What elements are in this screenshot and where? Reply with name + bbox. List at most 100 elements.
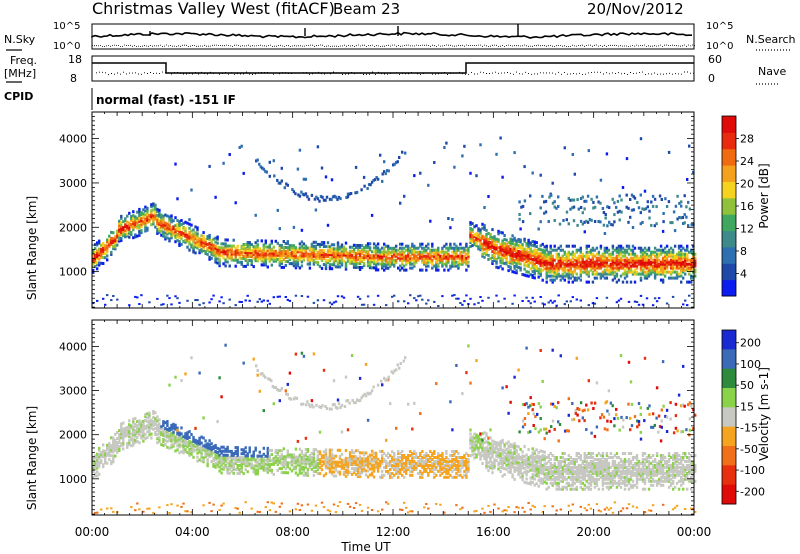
data-cell: [589, 260, 593, 264]
data-cell: [397, 463, 400, 467]
data-cell: [409, 294, 412, 297]
data-cell: [487, 232, 490, 235]
data-cell: [134, 509, 137, 512]
data-cell: [300, 250, 304, 254]
data-cell: [302, 258, 306, 262]
data-cell: [176, 426, 179, 430]
data-cell: [669, 262, 673, 266]
data-cell: [306, 471, 310, 475]
data-cell: [411, 463, 414, 467]
data-cell: [673, 260, 677, 264]
data-cell: [298, 194, 302, 198]
data-cell: [639, 278, 643, 282]
data-cell: [525, 256, 528, 260]
data-cell: [571, 262, 574, 266]
data-cell: [246, 241, 249, 244]
data-cell: [160, 225, 163, 229]
data-cell: [481, 226, 484, 230]
data-cell: [260, 253, 263, 257]
data-cell: [391, 464, 394, 468]
data-cell: [272, 253, 275, 257]
data-cell: [180, 432, 183, 436]
data-cell: [280, 453, 283, 457]
data-cell: [348, 249, 352, 253]
data-cell: [631, 250, 635, 254]
data-cell: [196, 238, 199, 242]
data-cell: [372, 256, 376, 260]
data-cell: [366, 242, 370, 246]
data-cell: [675, 270, 679, 274]
data-cell: [154, 207, 157, 211]
data-cell: [248, 251, 251, 255]
data-cell: [144, 413, 147, 417]
data-cell: [563, 262, 566, 266]
data-cell: [278, 253, 281, 257]
data-cell: [372, 262, 376, 266]
data-cell: [150, 203, 153, 207]
data-cell: [302, 455, 306, 459]
data-cell: [170, 236, 173, 240]
data-cell: [342, 253, 346, 257]
data-cell: [645, 266, 649, 270]
data-cell: [611, 262, 615, 266]
data-cell: [421, 254, 424, 258]
data-cell: [407, 252, 410, 256]
data-cell: [443, 250, 446, 254]
data-cell: [595, 272, 599, 276]
data-cell: [298, 248, 302, 252]
data-cell: [405, 258, 408, 262]
data-cell: [234, 456, 237, 459]
data-cell: [395, 426, 398, 430]
data-cell: [128, 433, 131, 437]
data-cell: [196, 443, 199, 447]
data-cell: [350, 354, 354, 357]
data-cell: [651, 268, 655, 272]
data-cell: [597, 262, 601, 266]
data-cell: [136, 440, 139, 443]
data-cell: [653, 197, 657, 201]
data-cell: [114, 440, 117, 444]
data-cell: [280, 463, 283, 467]
data-cell: [372, 258, 376, 262]
data-cell: [112, 442, 115, 446]
data-cell: [300, 465, 304, 469]
data-cell: [635, 260, 639, 264]
data-cell: [425, 268, 428, 272]
data-cell: [288, 252, 292, 256]
data-cell: [330, 178, 334, 182]
data-cell: [136, 424, 139, 428]
data-cell: [254, 255, 257, 259]
data-cell: [262, 468, 265, 472]
data-cell: [308, 258, 312, 262]
data-cell: [282, 250, 285, 253]
data-cell: [142, 421, 145, 425]
data-cell: [366, 256, 370, 260]
data-cell: [455, 297, 458, 300]
data-cell: [120, 238, 123, 242]
data-cell: [545, 280, 548, 284]
data-cell: [190, 440, 193, 444]
data-cell: [128, 423, 131, 427]
data-cell: [274, 253, 277, 257]
data-cell: [216, 249, 219, 253]
data-cell: [433, 300, 436, 303]
data-cell: [391, 472, 394, 475]
data-cell: [150, 223, 153, 227]
data-cell: [162, 420, 165, 424]
data-cell: [680, 258, 683, 262]
data-cell: [403, 250, 406, 254]
data-cell: [312, 244, 316, 248]
data-cell: [381, 254, 384, 258]
data-cell: [236, 460, 239, 463]
data-cell: [340, 263, 344, 267]
data-cell: [188, 436, 191, 439]
data-cell: [313, 197, 317, 201]
data-cell: [517, 251, 520, 255]
data-cell: [688, 262, 691, 266]
data-cell: [387, 469, 390, 473]
data-cell: [192, 455, 195, 459]
data-cell: [300, 457, 304, 461]
data-cell: [531, 296, 534, 299]
data-cell: [595, 297, 599, 300]
data-cell: [379, 248, 382, 252]
